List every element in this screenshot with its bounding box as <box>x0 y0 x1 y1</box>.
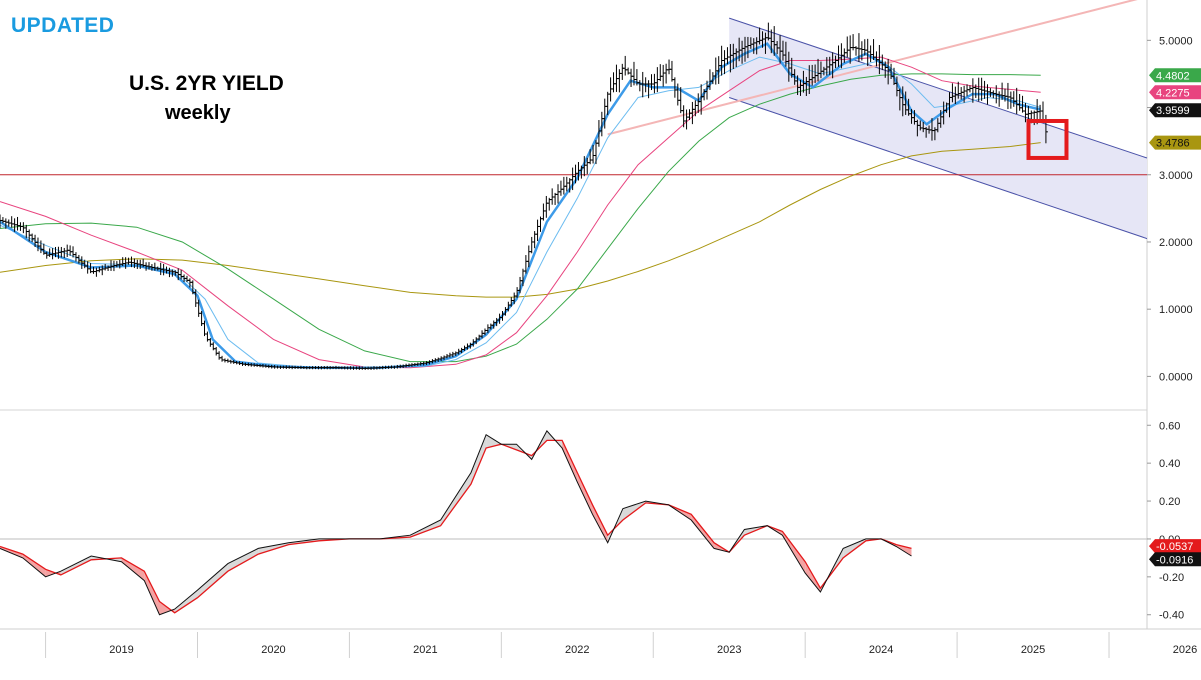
chart-title: U.S. 2YR YIELD <box>129 72 284 95</box>
price-tag-label: 3.9599 <box>1156 105 1190 117</box>
channel-lower-line <box>729 97 1148 240</box>
price-tag-bg <box>1149 103 1201 118</box>
updated-label: UPDATED <box>11 14 115 37</box>
x-tick-label: 2021 <box>413 644 437 656</box>
osc-y-tick-label: -0.40 <box>1159 610 1184 622</box>
osc-value-tag-bg <box>1149 539 1201 554</box>
osc-slow-line <box>0 439 912 614</box>
osc-fill-segment <box>121 557 145 581</box>
osc-value-tag-label: -0.0916 <box>1156 554 1193 566</box>
x-tick-label: 2025 <box>1021 644 1045 656</box>
osc-y-tick-label: -0.20 <box>1159 572 1184 584</box>
osc-y-tick-label: 0.40 <box>1159 458 1180 470</box>
osc-fill-segment <box>144 571 160 615</box>
osc-fill-segment <box>471 434 487 484</box>
osc-fill-segment <box>592 504 608 543</box>
x-tick-label: 2024 <box>869 644 893 656</box>
price-tag: 4.4802 <box>1149 68 1201 83</box>
y-tick-label: 3.0000 <box>1159 170 1193 182</box>
osc-fill <box>0 430 912 615</box>
price-tag: 4.2275 <box>1149 85 1201 100</box>
x-tick-label: 2026 <box>1173 644 1197 656</box>
price-tag: 3.4786 <box>1149 135 1201 150</box>
osc-fill-segment <box>440 472 471 526</box>
osc-y-tick-label: 0.60 <box>1159 420 1180 432</box>
y-tick-label: 2.0000 <box>1159 237 1193 249</box>
chart-subtitle: weekly <box>165 102 231 124</box>
ma-long-line <box>0 73 1041 363</box>
price-tag-label: 3.4786 <box>1156 138 1190 150</box>
x-axis-band <box>0 630 1201 675</box>
ma-mid-line <box>0 56 1041 369</box>
y-tick-label: 0.0000 <box>1159 371 1193 383</box>
osc-fill-segment <box>22 554 46 577</box>
price-tag: 3.9599 <box>1149 103 1201 118</box>
ma-slow-line <box>0 56 1041 369</box>
price-tag-bg <box>1149 68 1201 83</box>
x-tick-label: 2020 <box>261 644 285 656</box>
osc-fill-segment <box>197 563 228 598</box>
osc-fill-segment <box>174 590 198 613</box>
channel-upper-line <box>729 17 1148 159</box>
x-tick-label: 2022 <box>565 644 589 656</box>
y-tick-label: 5.0000 <box>1159 35 1193 47</box>
osc-fill-segment <box>691 514 714 549</box>
price-tag-bg <box>1149 135 1201 150</box>
price-tag-bg <box>1149 85 1201 100</box>
highlight-box <box>1026 118 1069 160</box>
osc-y-tick-label: 0.20 <box>1159 496 1180 508</box>
osc-fast-line <box>0 430 912 616</box>
osc-fill-segment <box>577 472 593 515</box>
y-tick-label: 1.0000 <box>1159 304 1193 316</box>
osc-value-tag-label: -0.0537 <box>1156 541 1193 553</box>
osc-fill-segment <box>562 440 578 483</box>
x-tick-label: 2023 <box>717 644 741 656</box>
osc-value-tag: -0.0916 <box>1149 552 1201 567</box>
price-tag-label: 4.2275 <box>1156 87 1190 99</box>
osc-value-tag: -0.0537 <box>1149 539 1201 554</box>
x-tick-label: 2019 <box>109 644 133 656</box>
osc-value-tag-bg <box>1149 552 1201 567</box>
price-bars <box>0 22 1048 370</box>
osc-fill-segment <box>60 556 92 575</box>
price-tag-label: 4.4802 <box>1156 70 1190 82</box>
osc-fill-segment <box>227 548 259 572</box>
ma-longest-line <box>0 142 1041 298</box>
